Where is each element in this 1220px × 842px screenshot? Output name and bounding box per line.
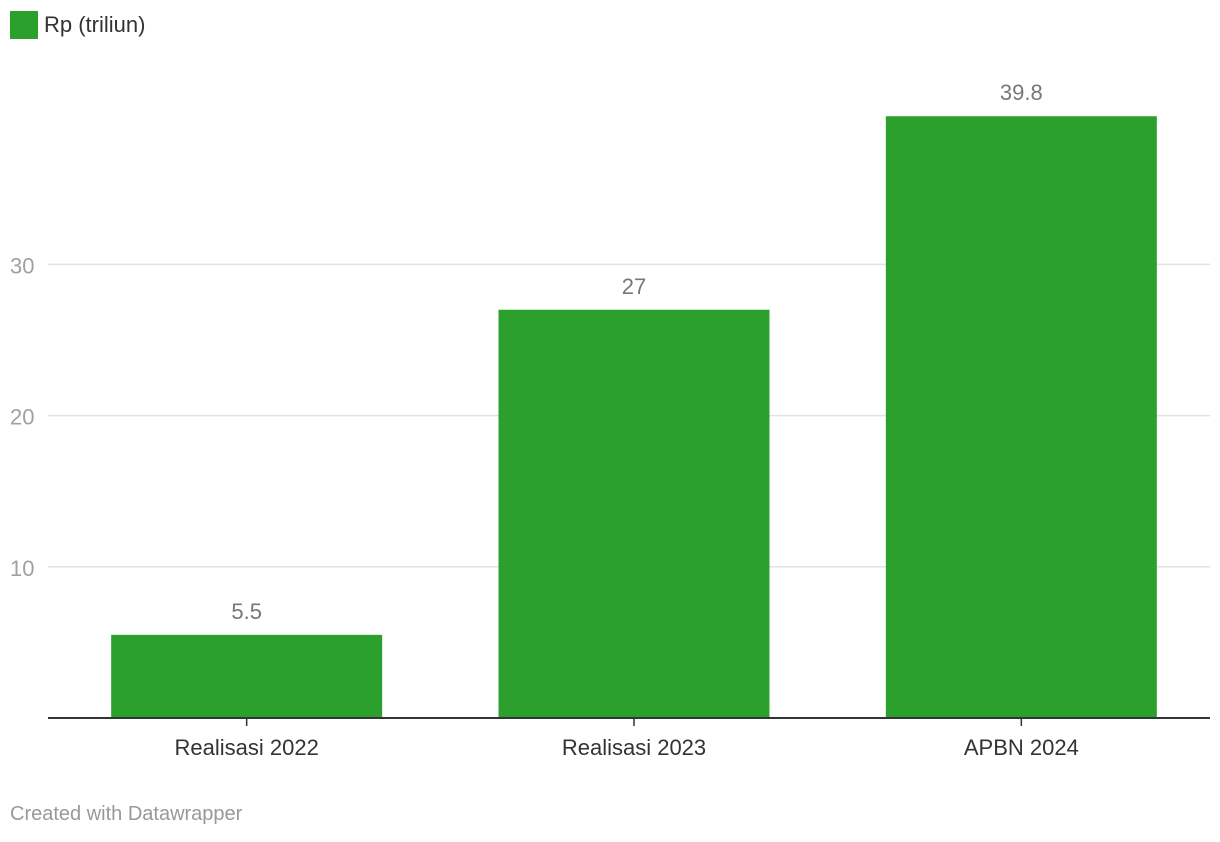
category-label-3: APBN 2024 — [964, 735, 1079, 760]
y-tick-label-30: 30 — [10, 253, 34, 278]
bars — [111, 116, 1157, 718]
legend-label: Rp (triliun) — [44, 12, 146, 37]
legend-swatch — [10, 11, 38, 39]
value-label-3: 39.8 — [1000, 80, 1043, 105]
value-label-1: 5.5 — [231, 599, 262, 624]
credit-text: Created with Datawrapper — [10, 803, 243, 825]
labels: 5.5 Realisasi 2022 27 Realisasi 2023 39.8 APB… — [175, 80, 1079, 760]
category-label-1: Realisasi 2022 — [175, 735, 319, 760]
category-label-2: Realisasi 2023 — [562, 735, 706, 760]
legend: Rp (triliun) — [10, 10, 145, 40]
bar-3 — [885, 116, 1157, 718]
bar-1 — [111, 634, 383, 718]
y-tick-label-20: 20 — [10, 405, 34, 430]
y-tick-label-10: 10 — [10, 556, 34, 581]
x-axis — [48, 717, 1210, 726]
bar-2 — [498, 309, 770, 718]
value-label-2: 27 — [622, 274, 646, 299]
